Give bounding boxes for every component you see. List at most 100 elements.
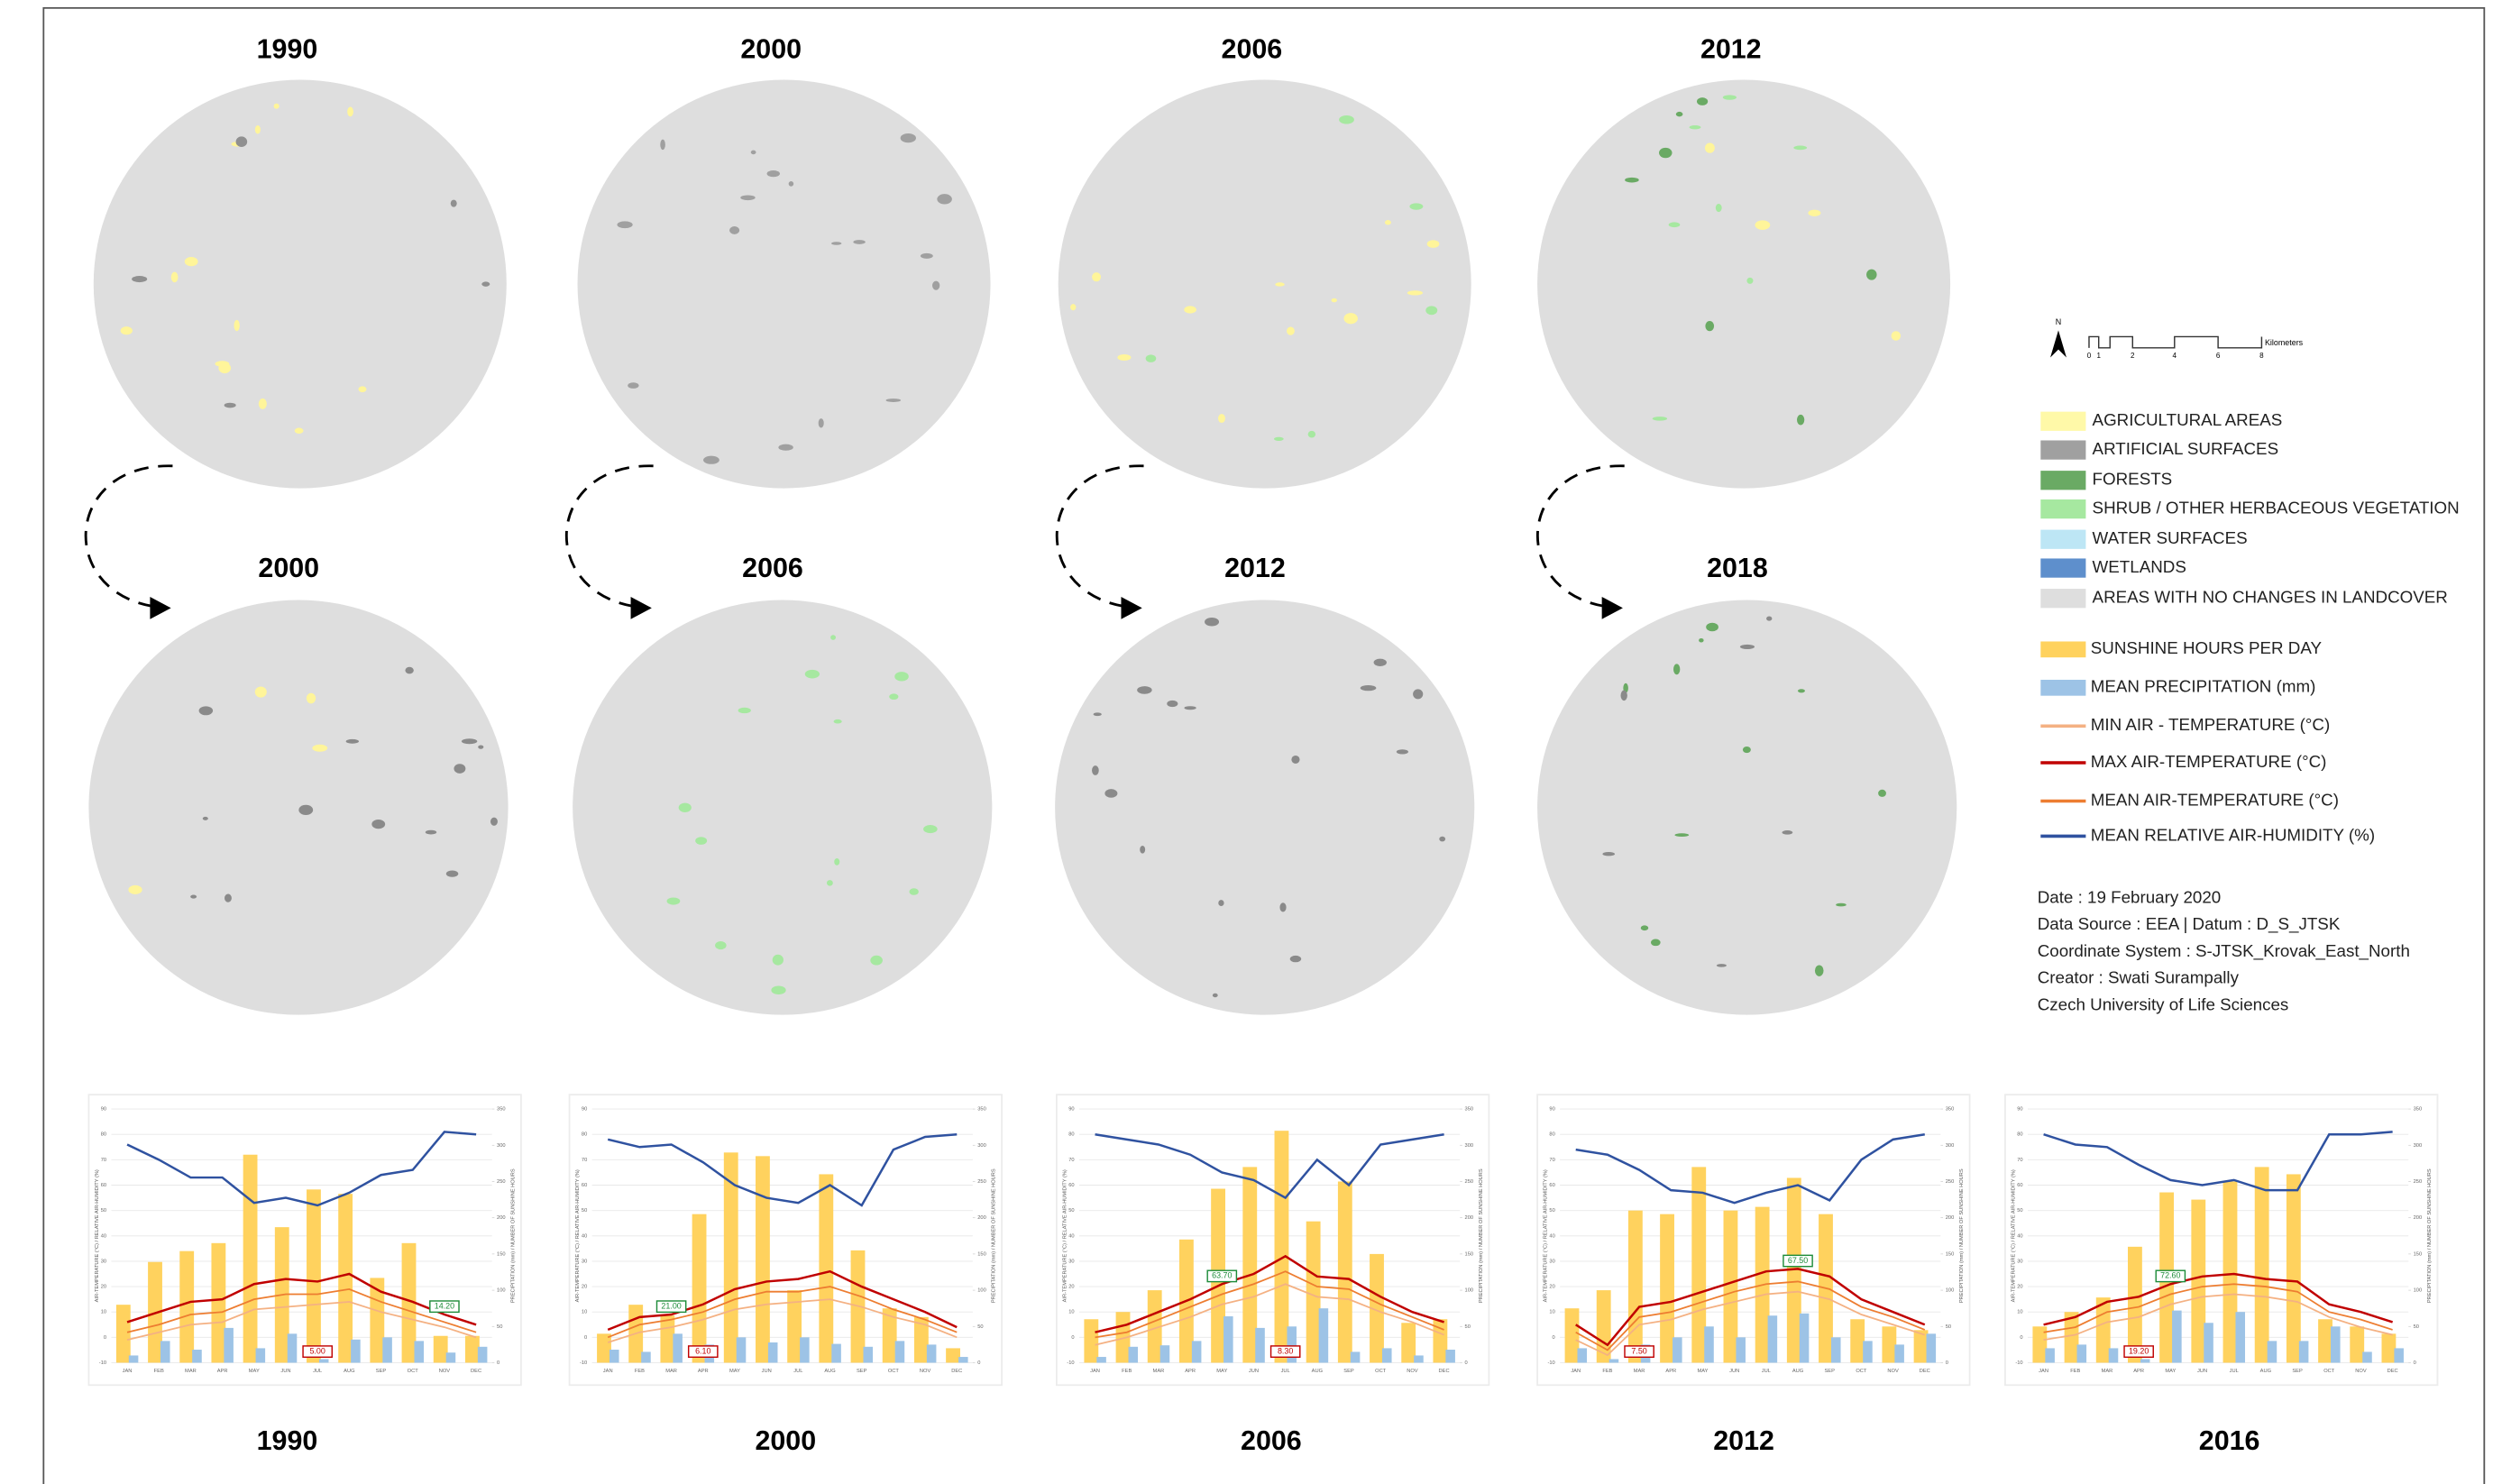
bar xyxy=(1255,1327,1265,1363)
map-title: 2006 xyxy=(742,554,803,583)
x-tick-label: FEB xyxy=(154,1369,164,1374)
bar xyxy=(192,1350,202,1363)
land-patch xyxy=(678,802,692,812)
bar xyxy=(287,1333,298,1363)
land-patch xyxy=(617,221,633,229)
land-patch xyxy=(1275,282,1285,287)
bar xyxy=(2286,1174,2301,1363)
bar xyxy=(767,1342,778,1363)
bar xyxy=(1445,1350,1455,1363)
map-title: 2012 xyxy=(1700,35,1762,65)
y-axis-title: AIR-TEMPERATURE (°C) / RELATIVE AIR-HUMI… xyxy=(1544,1169,1549,1302)
bar xyxy=(2222,1181,2238,1363)
x-tick-label: JAN xyxy=(123,1369,133,1374)
x-tick-label: AUG xyxy=(1792,1369,1803,1374)
bar xyxy=(1274,1131,1289,1363)
annotation: 19.20 xyxy=(2129,1346,2149,1355)
map-title: 2006 xyxy=(1222,35,1283,65)
land-patch xyxy=(405,666,414,674)
y2-tick-label: 250 xyxy=(977,1179,986,1185)
legend-swatch xyxy=(2040,440,2086,460)
land-patch xyxy=(184,257,198,267)
change-arrows xyxy=(84,464,1625,608)
land-patch xyxy=(224,402,236,408)
y-tick-label: 80 xyxy=(582,1132,587,1138)
x-tick-label: MAY xyxy=(729,1369,740,1374)
y-tick-label: 70 xyxy=(101,1158,106,1163)
y-tick-label: -10 xyxy=(1067,1360,1074,1366)
land-patch xyxy=(826,880,833,886)
land-patch xyxy=(254,124,261,134)
y-tick-label: 50 xyxy=(582,1208,587,1214)
bar xyxy=(1691,1167,1707,1363)
x-tick-label: OCT xyxy=(408,1369,419,1374)
bar xyxy=(2045,1348,2055,1363)
land-patch xyxy=(1279,902,1287,912)
bar xyxy=(1863,1341,1873,1363)
land-patch xyxy=(788,180,794,187)
x-tick-label: JUN xyxy=(280,1369,290,1374)
bar xyxy=(2298,1341,2309,1363)
land-patch xyxy=(703,455,719,464)
land-patch xyxy=(833,719,842,724)
map-circle xyxy=(88,600,509,1015)
arrow-head xyxy=(1601,596,1623,619)
land-patch xyxy=(1343,313,1358,325)
x-tick-label: MAR xyxy=(1634,1369,1645,1374)
land-patch xyxy=(1104,789,1118,798)
y-tick-label: 0 xyxy=(2020,1335,2022,1341)
land-patch xyxy=(1650,939,1661,947)
y-tick-label: 80 xyxy=(101,1132,106,1138)
legend-label: MIN AIR - TEMPERATURE (°C) xyxy=(2091,715,2330,734)
y-tick-label: 10 xyxy=(1549,1310,1554,1315)
land-patch xyxy=(1289,955,1302,963)
annotation-box xyxy=(687,1345,719,1359)
y-tick-label: 90 xyxy=(1068,1107,1074,1113)
bar xyxy=(2191,1199,2206,1363)
land-patch xyxy=(234,319,240,332)
y-tick-label: 50 xyxy=(101,1208,106,1214)
land-patch xyxy=(1273,436,1284,441)
land-patch xyxy=(1407,290,1424,296)
land-patch xyxy=(900,133,916,143)
legend-label: ARTIFICIAL SURFACES xyxy=(2093,439,2279,458)
annotation: 8.30 xyxy=(1278,1346,1293,1355)
x-tick-label: AUG xyxy=(824,1369,835,1374)
y-tick-label: 60 xyxy=(1549,1183,1554,1188)
x-tick-label: SEP xyxy=(857,1369,867,1374)
bar xyxy=(1096,1357,1106,1363)
land-patch xyxy=(1339,115,1354,124)
x-tick-label: AUG xyxy=(344,1369,354,1374)
land-patch xyxy=(198,706,214,716)
x-tick-label: JUL xyxy=(313,1369,322,1374)
legend-label: AGRICULTURAL AREAS xyxy=(2093,410,2283,429)
bar xyxy=(1159,1345,1170,1363)
land-patch xyxy=(1140,846,1146,854)
land-patch xyxy=(937,194,952,205)
y-tick-label: 90 xyxy=(582,1107,587,1113)
legend-label: WETLANDS xyxy=(2093,557,2186,576)
y-tick-label: 80 xyxy=(1068,1132,1074,1138)
x-tick-label: AUG xyxy=(2260,1369,2271,1374)
bar xyxy=(401,1242,417,1363)
bar xyxy=(307,1189,321,1363)
land-patch xyxy=(771,985,786,995)
y-axis-title: AIR-TEMPERATURE (°C) / RELATIVE AIR-HUMI… xyxy=(95,1169,100,1302)
line xyxy=(607,1286,958,1339)
bar xyxy=(2235,1312,2246,1363)
y-tick-label: 40 xyxy=(2017,1233,2022,1239)
land-patch xyxy=(225,893,232,902)
y-tick-label: 10 xyxy=(101,1310,106,1315)
x-tick-label: JUL xyxy=(793,1369,802,1374)
bar xyxy=(1577,1348,1588,1363)
bar xyxy=(115,1305,131,1363)
bar xyxy=(2064,1312,2079,1363)
bar xyxy=(338,1194,353,1363)
y-tick-label: 20 xyxy=(101,1285,106,1290)
annotation-box xyxy=(655,1300,687,1314)
land-patch xyxy=(1705,320,1715,332)
y-tick-label: 50 xyxy=(1549,1208,1554,1214)
land-patch xyxy=(909,888,919,895)
bar xyxy=(2381,1333,2397,1363)
